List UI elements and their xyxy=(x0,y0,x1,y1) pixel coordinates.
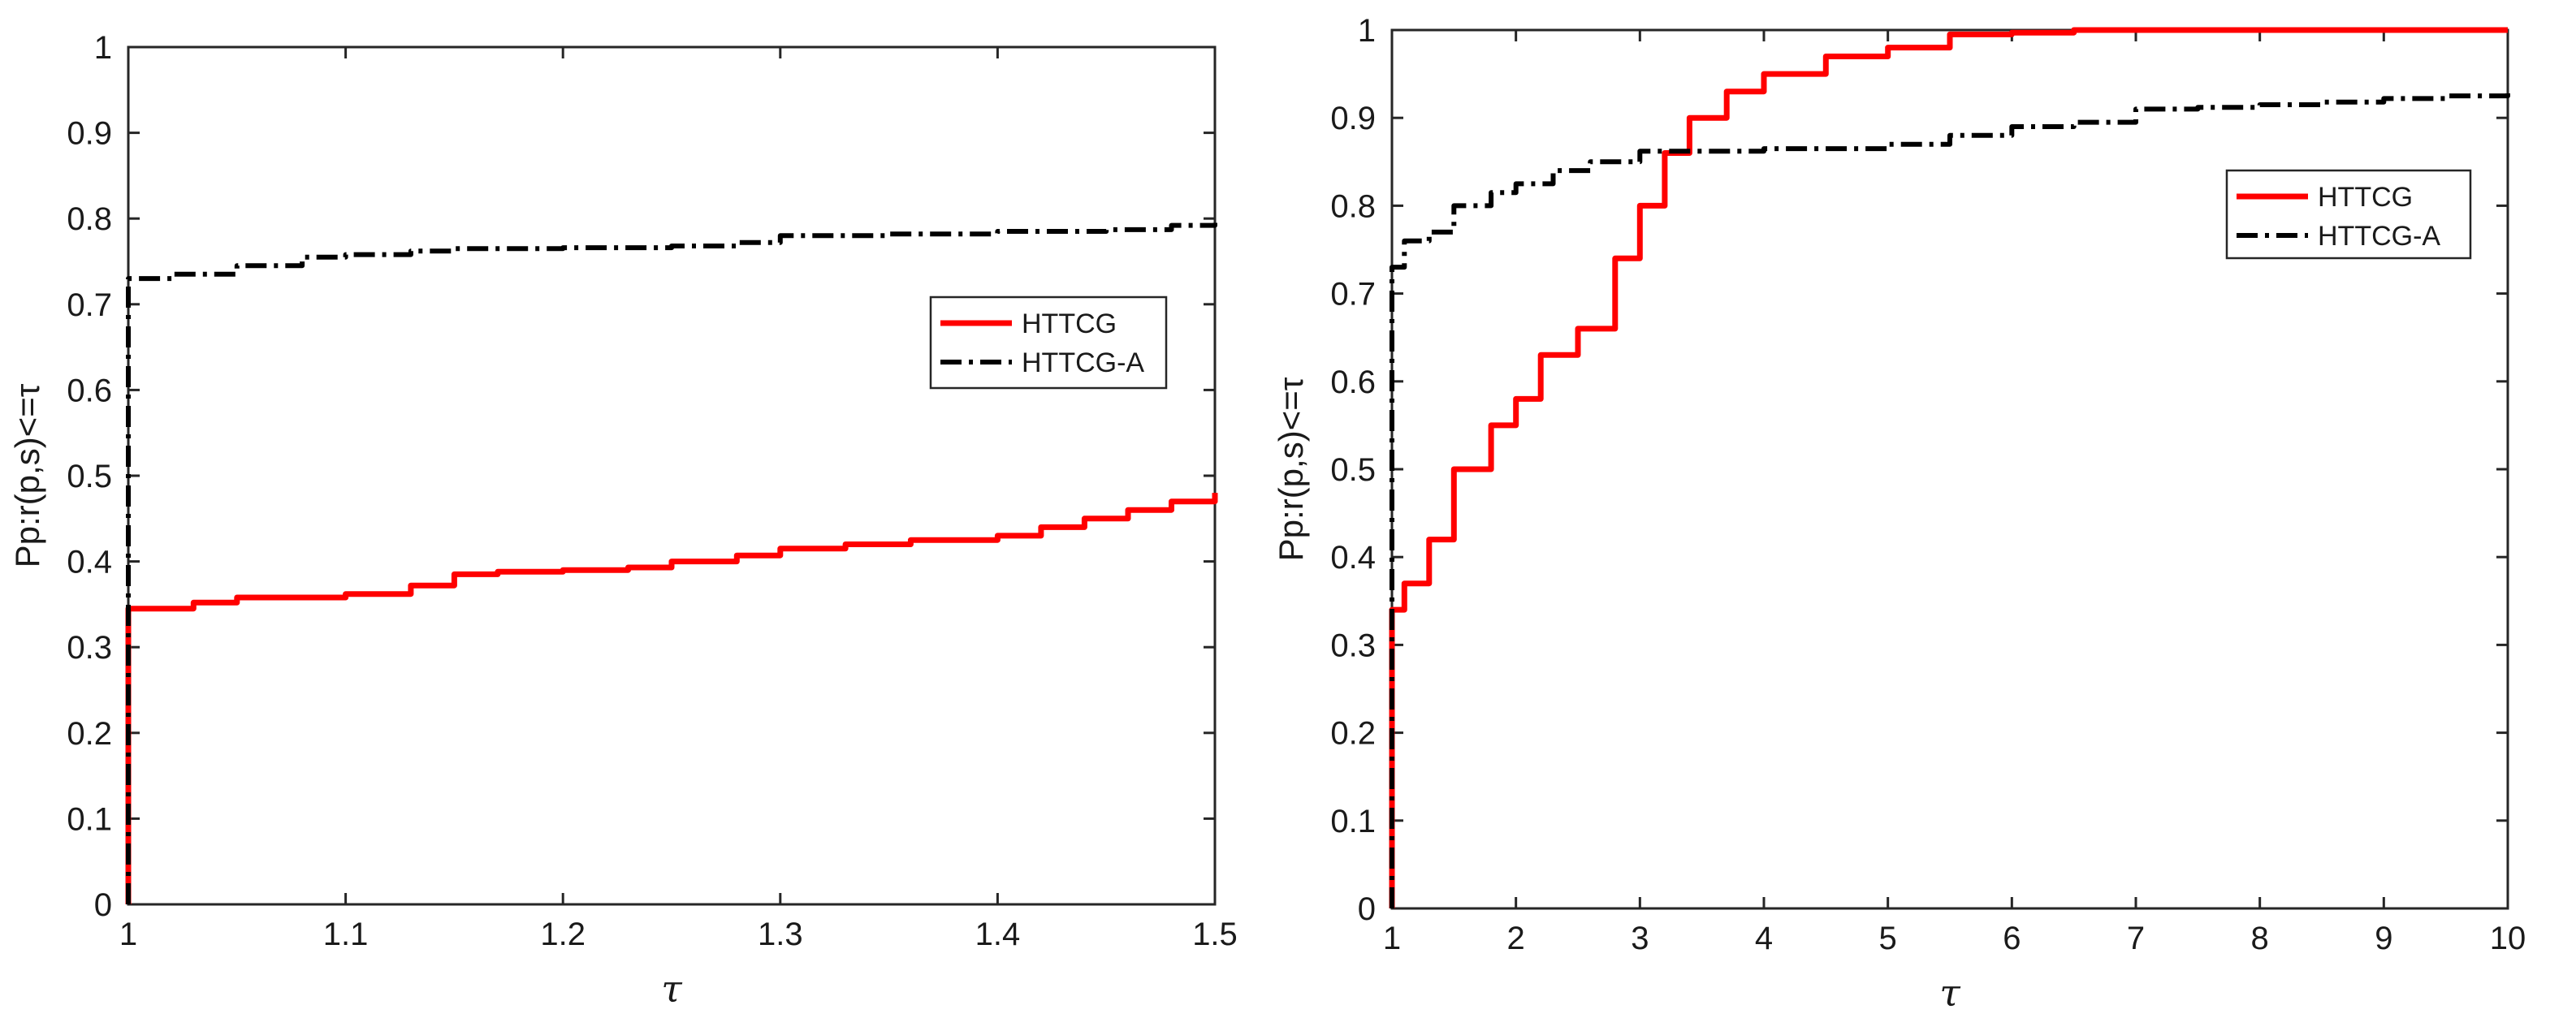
x-tick-label: 3 xyxy=(1631,921,1649,956)
y-tick-label: 0.1 xyxy=(67,801,112,837)
legend: HTTCG HTTCG-A xyxy=(929,295,1168,390)
series-lines xyxy=(1389,27,2510,908)
legend-box xyxy=(2225,169,2472,260)
legend: HTTCG HTTCG-A xyxy=(2225,169,2472,260)
x-tick-label: 1 xyxy=(1383,921,1401,956)
y-tick-label: 0.6 xyxy=(67,373,112,408)
x-tick-label: 4 xyxy=(1755,921,1773,956)
x-tick-label: 9 xyxy=(2375,921,2392,956)
y-tick-label: 0.2 xyxy=(1330,716,1376,752)
chart-panel-right: 1 2 3 4 5 6 7 8 9 1000.10.20.30.40.50.60.70.80.91… xyxy=(1272,13,2526,1015)
x-tick-label: 5 xyxy=(1879,921,1897,956)
y-tick-label: 0 xyxy=(94,887,112,923)
y-tick-label: 0.3 xyxy=(1330,628,1376,663)
legend-label-httcg-a: HTTCG-A xyxy=(1022,347,1144,378)
series-lines xyxy=(125,222,1218,904)
x-tick-label: 1.2 xyxy=(540,917,586,952)
x-tick-label: 2 xyxy=(1507,921,1525,956)
chart-panel-left: 1 1.1 1.2 1.3 1.4 1.5 0 0.1 0.2 0.3 0.4 0.5 0.6 0.7 0.… xyxy=(8,30,1238,1011)
tick-labels: 1 2 3 4 5 6 7 8 9 10 0 0.1 0.2 0.3 0.4 0.5 0.6 0.7 0.8 0.9 1 xyxy=(1330,13,2526,956)
y-tick-label: 0.1 xyxy=(1330,804,1376,839)
legend-box xyxy=(929,295,1168,390)
y-axis-label: Pp:r(p,s)<=τ xyxy=(1272,377,1310,561)
y-tick-label: 0.8 xyxy=(1330,188,1376,224)
y-tick-label: 0.9 xyxy=(1330,101,1376,136)
x-axis-label: τ xyxy=(1939,971,1961,1015)
y-tick-label: 0.7 xyxy=(1330,277,1376,313)
legend-label-httcg: HTTCG xyxy=(1022,308,1117,339)
x-tick-label: 1.3 xyxy=(758,917,803,952)
y-tick-label: 0.4 xyxy=(1330,540,1376,576)
legend-label-httcg-a: HTTCG-A xyxy=(2318,221,2440,252)
y-tick-label: 0.7 xyxy=(67,287,112,323)
y-tick-label: 0 xyxy=(1358,891,1376,927)
x-axis-label: τ xyxy=(661,967,683,1011)
y-tick-label: 1 xyxy=(1358,13,1376,49)
series-line-httcg-a xyxy=(1390,91,2510,908)
y-tick-label: 0.6 xyxy=(1330,365,1376,400)
x-tick-label: 8 xyxy=(2251,921,2269,956)
legend-label-httcg: HTTCG xyxy=(2318,182,2413,213)
y-tick-label: 1 xyxy=(94,30,112,66)
series-line-httcg-a xyxy=(126,222,1217,904)
y-tick-label: 0.9 xyxy=(67,116,112,152)
y-tick-label: 0.2 xyxy=(67,716,112,752)
x-tick-label: 10 xyxy=(2490,921,2526,956)
x-tick-label: 1.1 xyxy=(323,917,369,952)
y-tick-label: 0.4 xyxy=(67,545,112,580)
y-axis-label: Pp:r(p,s)<=τ xyxy=(8,383,46,567)
series-line-httcg xyxy=(125,493,1218,904)
x-tick-label: 6 xyxy=(2003,921,2021,956)
y-tick-label: 0.3 xyxy=(67,630,112,666)
series-line-httcg xyxy=(1389,27,2508,908)
y-tick-label: 0.8 xyxy=(67,201,112,237)
y-tick-label: 0.5 xyxy=(1330,452,1376,488)
x-tick-label: 1.5 xyxy=(1192,917,1238,952)
x-tick-label: 1.4 xyxy=(975,917,1021,952)
tick-labels: 1 1.1 1.2 1.3 1.4 1.5 0 0.1 0.2 0.3 0.4 0.5 0.6 0.7 0.… xyxy=(67,30,1237,952)
x-tick-label: 1 xyxy=(119,917,137,952)
x-tick-label: 7 xyxy=(2127,921,2145,956)
y-tick-label: 0.5 xyxy=(67,459,112,494)
